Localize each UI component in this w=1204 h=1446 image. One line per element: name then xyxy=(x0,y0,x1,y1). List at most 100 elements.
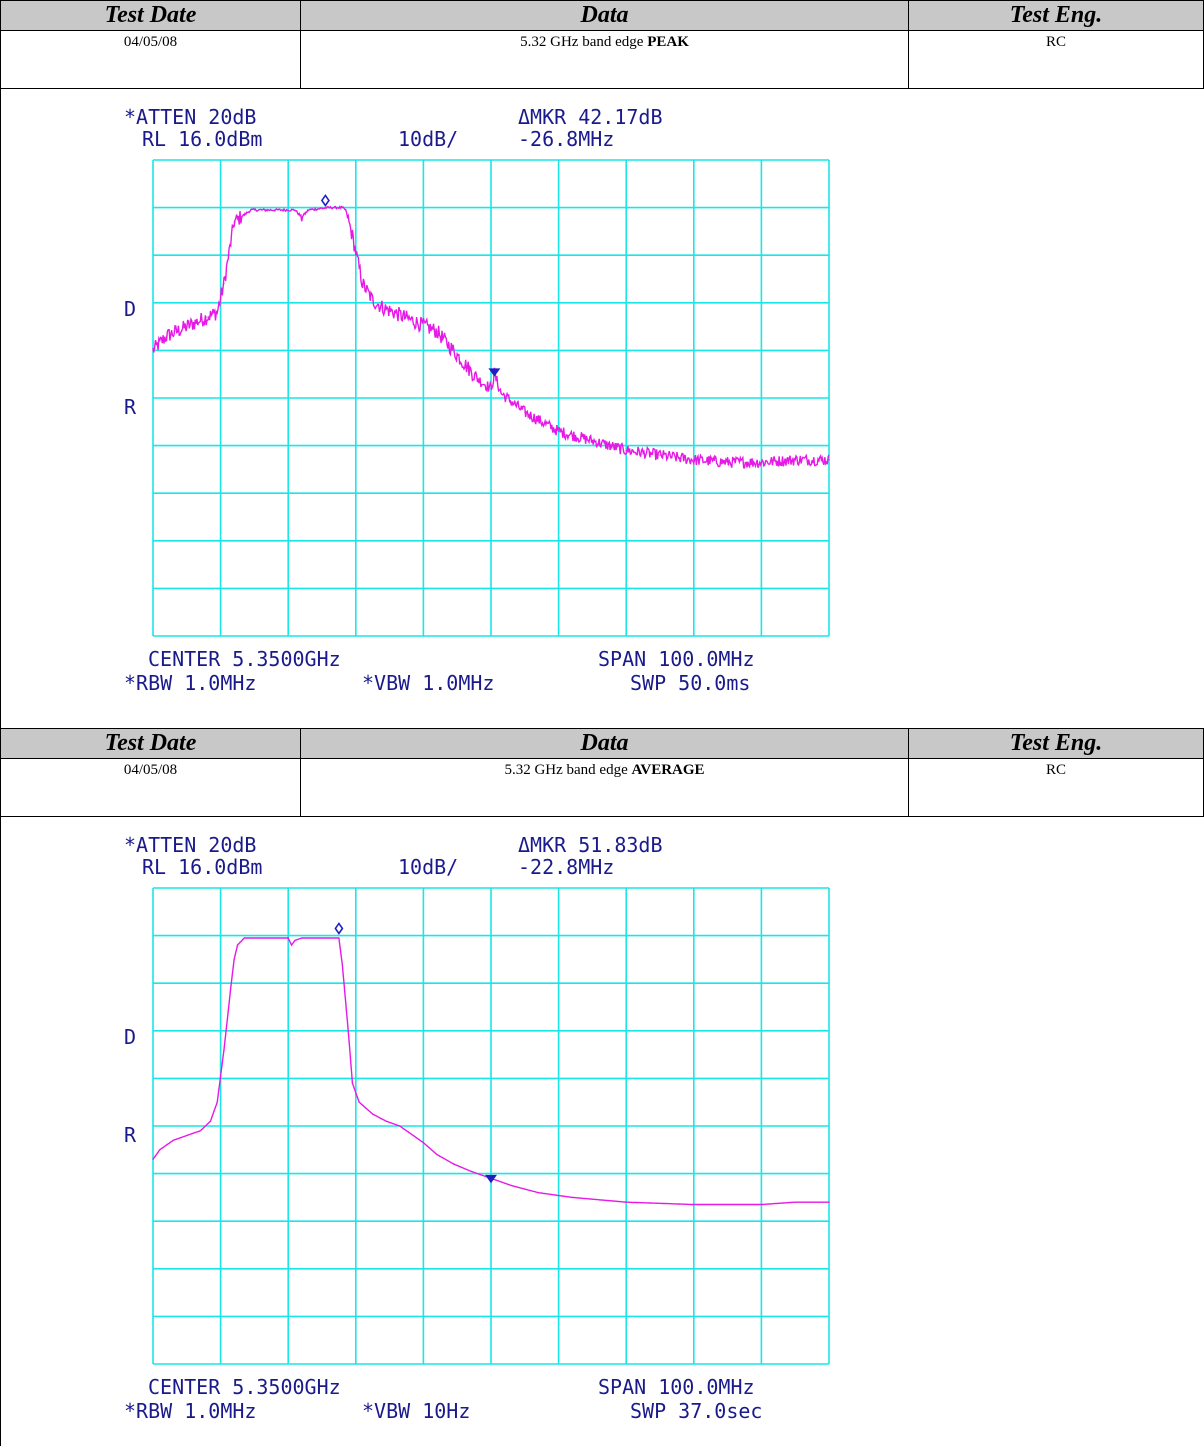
trace-point xyxy=(453,1163,455,1165)
trace-point xyxy=(794,1201,796,1203)
trace-points xyxy=(152,207,830,463)
data-description: 5.32 GHz band edge AVERAGE xyxy=(300,758,909,817)
marker-diamond xyxy=(320,194,330,207)
trace-point xyxy=(693,1203,695,1206)
marker-delta-label: ΔMKR 42.17dB xyxy=(518,105,663,129)
trace-point xyxy=(409,1132,411,1134)
trace-point xyxy=(199,1130,201,1132)
frame-line xyxy=(0,88,1,728)
vbw-label: *VBW 10Hz xyxy=(362,1399,470,1423)
marker-triangle xyxy=(488,368,501,377)
trace-point xyxy=(243,937,245,939)
trace-point xyxy=(341,963,343,965)
rl-label: RL 16.0dBm xyxy=(142,855,262,879)
trace-point xyxy=(625,449,627,451)
trace-point xyxy=(341,207,343,209)
trace-point xyxy=(328,207,330,209)
trace-point xyxy=(186,326,188,328)
trace-points xyxy=(152,937,830,1206)
trace-point xyxy=(159,1149,161,1151)
center-freq-label: CENTER 5.3500GHz xyxy=(148,1375,341,1399)
header-test-date: Test Date xyxy=(0,728,301,759)
span-label: SPAN 100.0MHz xyxy=(598,647,755,671)
trace-point xyxy=(693,459,695,461)
trace-point xyxy=(409,318,411,321)
rbw-label: *RBW 1.0MHz xyxy=(124,671,256,695)
trace-point xyxy=(216,1101,218,1103)
trace-point xyxy=(348,1039,350,1041)
header-data: Data xyxy=(300,0,909,31)
atten-label: *ATTEN 20dB xyxy=(124,833,256,857)
sweep-label: SWP 50.0ms xyxy=(630,671,750,695)
trace-point xyxy=(436,1153,438,1156)
markers xyxy=(320,194,501,377)
trace-point xyxy=(436,330,438,332)
trace-point xyxy=(399,1125,401,1127)
trace-point xyxy=(345,209,347,211)
trace-point xyxy=(223,283,225,285)
trace-point xyxy=(760,461,763,463)
trace-point xyxy=(760,1203,763,1206)
test-table-average: Test Date Data Test Eng. 04/05/08 5.32 G… xyxy=(0,728,1204,817)
side-label-d: D xyxy=(124,1025,136,1049)
span-label: SPAN 100.0MHz xyxy=(598,1375,755,1399)
trace-point xyxy=(301,937,303,939)
sweep-label: SWP 37.0sec xyxy=(630,1399,762,1423)
trace-point xyxy=(338,937,340,939)
rbw-label: *RBW 1.0MHz xyxy=(124,1399,256,1423)
trace-point xyxy=(470,1170,472,1172)
trace-point xyxy=(307,209,310,211)
side-label-r: R xyxy=(124,395,137,419)
trace-point xyxy=(358,1101,360,1103)
trace-point xyxy=(625,1201,627,1203)
marker-triangle xyxy=(485,1174,497,1184)
trace-point xyxy=(476,378,479,380)
header-test-eng: Test Eng. xyxy=(908,0,1204,31)
header-test-eng: Test Eng. xyxy=(908,728,1204,759)
trace-point xyxy=(571,1196,573,1198)
trace-point xyxy=(236,944,239,946)
trace-point xyxy=(351,1082,354,1084)
trace-point xyxy=(524,411,526,413)
side-label-d: D xyxy=(124,297,136,321)
trace-line xyxy=(152,205,830,469)
trace-point xyxy=(659,454,661,456)
center-freq-label: CENTER 5.3500GHz xyxy=(148,647,341,671)
header-test-date: Test Date xyxy=(0,0,301,31)
data-description: 5.32 GHz band edge PEAK xyxy=(300,30,909,89)
trace-point xyxy=(334,937,337,939)
trace-point xyxy=(828,1201,830,1203)
trace-point xyxy=(250,209,252,211)
markers xyxy=(334,922,497,1184)
trace-point xyxy=(216,311,218,313)
trace-point xyxy=(382,306,384,309)
description-bold: AVERAGE xyxy=(631,762,705,778)
trace-point xyxy=(287,937,289,939)
trace-point xyxy=(727,461,729,463)
trace-point xyxy=(294,939,296,941)
trace-point xyxy=(230,987,232,989)
test-date-value: 04/05/08 xyxy=(0,758,301,817)
side-label-r: R xyxy=(124,1123,137,1147)
test-eng-value: RC xyxy=(908,758,1204,817)
spectrum-plot-peak: *ATTEN 20dB RL 16.0dBm 10dB/ ΔMKR 42.17d… xyxy=(124,105,830,695)
trace-point xyxy=(372,1113,374,1115)
trace-point xyxy=(294,209,296,211)
trace-point xyxy=(209,1120,212,1122)
trace-point xyxy=(361,283,364,285)
trace-point xyxy=(172,1139,174,1141)
frame-line xyxy=(0,816,1,1446)
trace-point xyxy=(794,459,796,461)
trace-point xyxy=(456,354,458,356)
trace-point xyxy=(290,944,293,946)
trace-point xyxy=(152,349,154,351)
marker-freq-label: -26.8MHz xyxy=(518,127,614,151)
trace-point xyxy=(372,299,374,302)
spectrum-plot-average: *ATTEN 20dB RL 16.0dBm 10dB/ ΔMKR 51.83d… xyxy=(124,833,830,1423)
graticule xyxy=(152,159,830,637)
trace-point xyxy=(301,216,303,218)
rl-label: RL 16.0dBm xyxy=(142,127,262,151)
vbw-label: *VBW 1.0MHz xyxy=(362,671,494,695)
trace-point xyxy=(422,1142,424,1144)
test-table-peak: Test Date Data Test Eng. 04/05/08 5.32 G… xyxy=(0,0,1204,89)
